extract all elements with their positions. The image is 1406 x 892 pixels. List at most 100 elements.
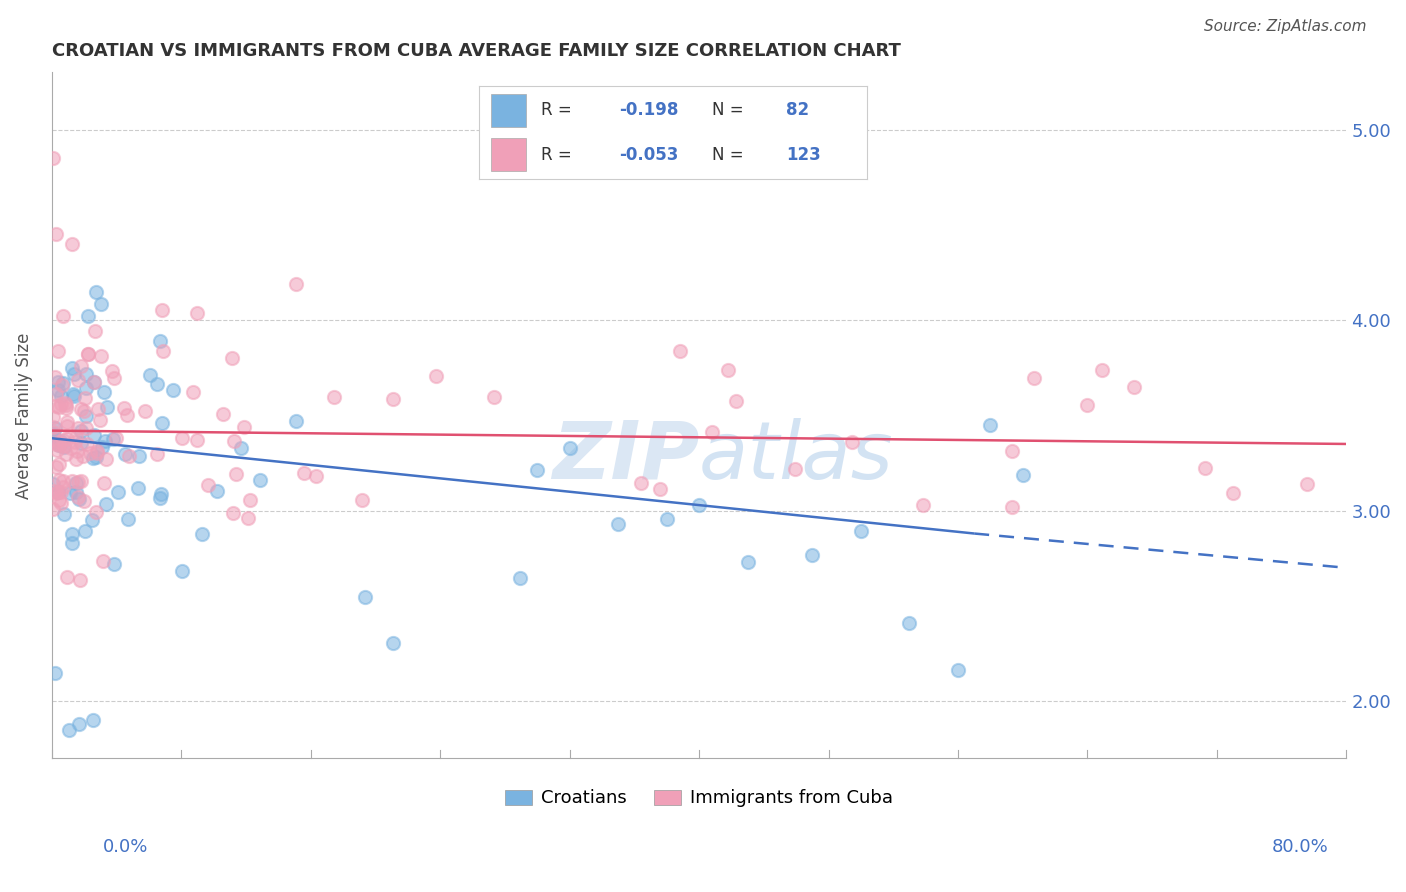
Point <box>48 400 70 414</box>
Point <box>65 430 87 444</box>
Point <box>107 484 129 499</box>
Point <box>67 490 90 504</box>
Point <box>145 447 167 461</box>
Y-axis label: Average Family Size: Average Family Size <box>15 332 32 499</box>
Point <box>127 481 149 495</box>
Point <box>526 463 548 477</box>
Point <box>45 227 67 242</box>
Point <box>46 375 69 389</box>
Point <box>42 420 65 434</box>
Point <box>42 501 65 516</box>
Point <box>75 392 97 406</box>
Point <box>65 434 87 449</box>
Point <box>233 419 256 434</box>
Point <box>150 303 173 318</box>
Point <box>52 475 75 489</box>
Text: atlas: atlas <box>699 417 894 496</box>
Point <box>482 390 505 404</box>
Point <box>86 285 108 299</box>
Point <box>56 415 79 429</box>
Point <box>80 513 103 527</box>
Point <box>1091 363 1114 377</box>
Point <box>44 420 66 434</box>
Point <box>146 377 169 392</box>
Point <box>114 447 136 461</box>
Point <box>425 369 447 384</box>
Point <box>73 494 96 508</box>
Point <box>898 616 921 631</box>
Point <box>354 590 377 604</box>
Point <box>1001 500 1024 514</box>
Point <box>70 474 93 488</box>
Point <box>139 368 162 382</box>
Point <box>46 383 69 397</box>
Point <box>688 498 710 512</box>
Point <box>83 376 105 390</box>
Point <box>717 363 740 377</box>
Point <box>42 434 65 448</box>
Point <box>134 404 156 418</box>
Point <box>46 485 69 500</box>
Point <box>285 414 308 428</box>
Point <box>77 347 100 361</box>
Text: 80.0%: 80.0% <box>1272 838 1329 855</box>
Point <box>231 441 253 455</box>
Point <box>42 151 65 165</box>
Point <box>946 664 969 678</box>
Point <box>75 381 97 395</box>
Point <box>53 439 76 453</box>
Point <box>66 421 89 435</box>
Point <box>783 462 806 476</box>
Point <box>117 408 139 422</box>
Point <box>76 437 98 451</box>
Point <box>304 469 326 483</box>
Point <box>86 505 108 519</box>
Point <box>70 424 93 438</box>
Point <box>87 402 110 417</box>
Point <box>55 398 77 412</box>
Point <box>45 399 67 413</box>
Point <box>607 516 630 531</box>
Point <box>149 487 172 501</box>
Point <box>1001 443 1024 458</box>
Point <box>225 467 247 481</box>
Point <box>181 385 204 400</box>
Point <box>56 419 79 434</box>
Point <box>60 361 83 376</box>
Point <box>90 349 112 363</box>
Point <box>170 431 193 445</box>
Point <box>44 370 66 384</box>
Point <box>55 447 77 461</box>
Point <box>48 434 70 449</box>
Point <box>42 426 65 441</box>
Point <box>60 527 83 541</box>
Point <box>630 476 652 491</box>
Point <box>221 351 243 365</box>
Point <box>75 368 97 382</box>
Point <box>52 433 75 447</box>
Point <box>49 496 72 510</box>
Point <box>655 512 678 526</box>
Point <box>103 371 125 385</box>
Point <box>67 492 90 507</box>
Point <box>62 389 84 403</box>
Text: Source: ZipAtlas.com: Source: ZipAtlas.com <box>1204 20 1367 34</box>
Point <box>82 450 104 465</box>
Point <box>191 527 214 541</box>
Point <box>149 334 172 348</box>
Point <box>149 491 172 505</box>
Point <box>118 450 141 464</box>
Point <box>86 443 108 458</box>
Point <box>67 373 90 387</box>
Point <box>73 404 96 418</box>
Point <box>83 375 105 389</box>
Point <box>668 343 690 358</box>
Point <box>48 457 70 471</box>
Point <box>76 347 98 361</box>
Legend: Croatians, Immigrants from Cuba: Croatians, Immigrants from Cuba <box>498 782 900 814</box>
Point <box>51 389 73 403</box>
Point <box>75 420 97 434</box>
Point <box>352 493 374 508</box>
Point <box>70 359 93 373</box>
Point <box>648 482 671 496</box>
